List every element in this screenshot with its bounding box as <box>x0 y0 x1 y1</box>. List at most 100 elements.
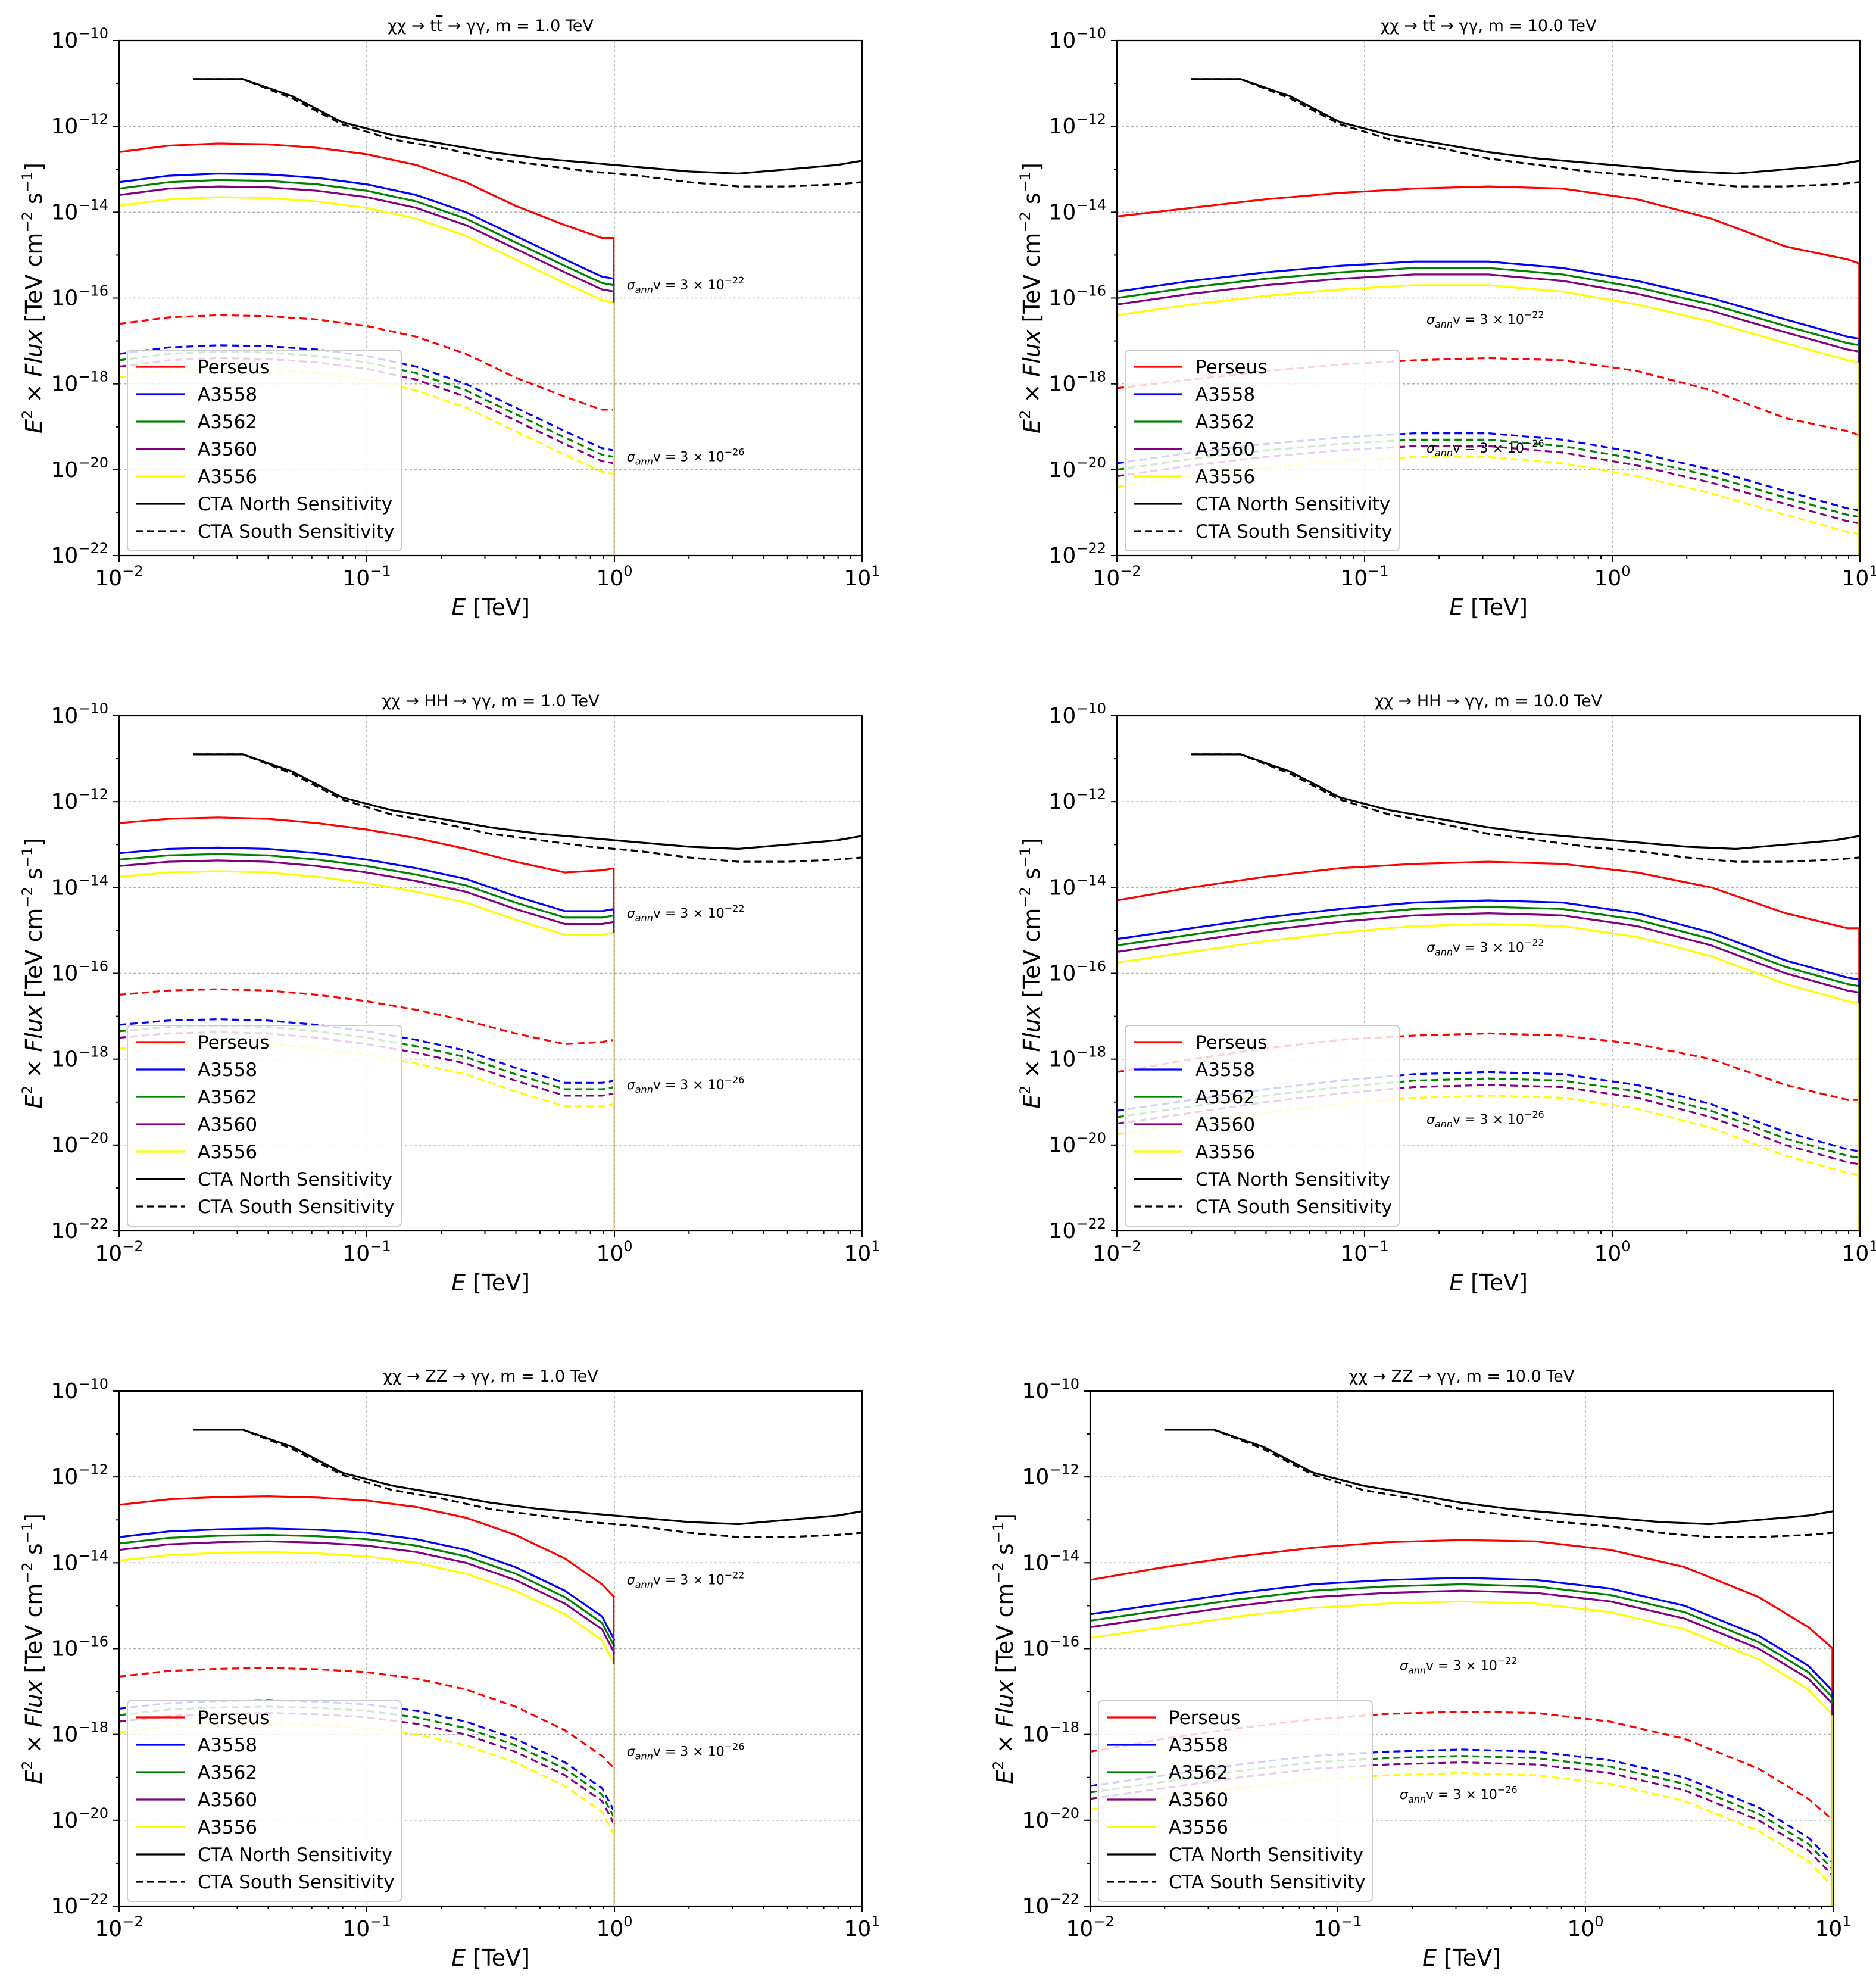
y-tick-label: 10−18 <box>1049 369 1106 397</box>
legend-item: A3558 <box>136 1735 257 1756</box>
legend-item: A3562 <box>136 411 257 433</box>
legend-item: CTA North Sensitivity <box>136 1169 392 1190</box>
y-tick-label: 10−14 <box>1049 197 1106 225</box>
chart-title: χχ → HH → γγ, m = 10.0 TeV <box>1375 692 1603 710</box>
legend-label: CTA South Sensitivity <box>198 521 395 542</box>
series-line-perseus-high <box>1090 1539 1833 1650</box>
cta-south-line <box>193 753 862 863</box>
chart-title: χχ → HH → γγ, m = 1.0 TeV <box>382 692 600 710</box>
legend-label: CTA South Sensitivity <box>1169 1872 1366 1893</box>
legend-label: A3558 <box>198 1735 257 1756</box>
series-line-perseus-high <box>119 142 614 239</box>
y-tick-label: 10−10 <box>1022 1376 1079 1404</box>
x-tick-label: 10−1 <box>342 563 391 591</box>
y-tick-label: 10−22 <box>51 1891 108 1919</box>
legend-label: A3556 <box>1195 466 1255 488</box>
y-tick-label: 10−20 <box>51 1130 108 1158</box>
x-tick-label: 100 <box>596 563 632 591</box>
series-line-a3560-high <box>119 1540 616 1654</box>
y-ticks: 10−10 10−12 10−14 10−16 10−18 10−20 10−22 <box>1049 25 1117 568</box>
legend-label: A3560 <box>198 1114 257 1136</box>
legend-label: A3562 <box>198 411 257 433</box>
y-tick-label: 10−18 <box>51 369 108 397</box>
cta-north-line <box>193 78 862 175</box>
annotation-high-cross-section: σannv = 3 × 10−22 <box>1426 309 1544 330</box>
legend-item: A3562 <box>136 1762 257 1784</box>
y-tick-label: 10−20 <box>51 454 108 482</box>
y-tick-label: 10−16 <box>1049 283 1106 311</box>
series-line-a3558-high <box>1117 260 1860 340</box>
series-line-perseus-low <box>119 988 615 1045</box>
legend-label: CTA North Sensitivity <box>1195 494 1390 515</box>
legend-item: CTA North Sensitivity <box>136 494 392 515</box>
legend-label: A3558 <box>1169 1735 1228 1756</box>
chart-title: χχ → tt → γγ, m = 1.0 TeV <box>388 17 594 35</box>
legend-item: CTA North Sensitivity <box>1134 494 1390 515</box>
series-line-a3556-high <box>1117 923 1860 1005</box>
x-tick-label: 10−2 <box>1092 1238 1141 1266</box>
y-tick-label: 10−10 <box>51 1376 108 1404</box>
chart-panel-5: 10−2 10−1 100 10110−1010−1210−1410−1610−181… <box>19 1367 881 1971</box>
y-tick-label: 10−12 <box>51 111 108 139</box>
y-tick-label: 10−16 <box>51 283 108 311</box>
x-ticks: 10−2 10−1 100 101 <box>1092 556 1876 591</box>
y-tick-label: 10−14 <box>51 872 108 900</box>
x-tick-label: 100 <box>596 1913 632 1941</box>
x-tick-label: 101 <box>844 563 880 591</box>
y-ticks: 10−10 10−12 10−14 10−16 10−18 10−20 10−22 <box>1049 700 1117 1243</box>
x-axis-label: E [TeV] <box>451 594 530 621</box>
y-tick-label: 10−16 <box>1049 958 1106 986</box>
legend-item: CTA South Sensitivity <box>1134 1196 1393 1218</box>
y-ticks: 10−10 10−12 10−14 10−16 10−18 10−20 10−22 <box>51 1376 119 1919</box>
x-tick-label: 101 <box>1841 1238 1876 1266</box>
legend-item: A3558 <box>1134 384 1255 406</box>
x-ticks: 10−2 10−1 100 101 <box>1066 1906 1852 1941</box>
legend-box <box>1125 350 1400 551</box>
legend-label: A3560 <box>1195 439 1255 460</box>
legend-item: CTA South Sensitivity <box>136 1196 395 1218</box>
series-line-a3558-high <box>1090 1577 1833 1692</box>
series-line-a3556-high <box>119 1551 616 1664</box>
series-line-a3556-high <box>1090 1600 1833 1716</box>
legend: Perseus A3558 A3562 A3560 A3556 CTA North Sen… <box>1098 1700 1373 1902</box>
legend-label: Perseus <box>198 1032 269 1053</box>
legend-label: Perseus <box>1195 1032 1267 1053</box>
chart-title: χχ → ZZ → γγ, m = 1.0 TeV <box>383 1367 598 1386</box>
y-tick-label: 10−14 <box>51 1547 108 1575</box>
chart-title: χχ → ZZ → γγ, m = 10.0 TeV <box>1349 1367 1575 1386</box>
series-line-a3556-high <box>119 870 615 936</box>
series-line-perseus-high <box>1117 860 1860 930</box>
x-axis-label: E [TeV] <box>451 1270 530 1296</box>
chart-title: χχ → tt → γγ, m = 10.0 TeV <box>1381 17 1597 35</box>
y-tick-label: 10−20 <box>1049 454 1106 482</box>
x-tick-label: 10−2 <box>95 1913 143 1941</box>
cta-south-line <box>1191 78 1860 188</box>
legend-item: A3556 <box>136 1817 257 1838</box>
legend-box <box>127 1025 402 1227</box>
x-tick-label: 10−1 <box>1340 1238 1388 1266</box>
y-axis-label: E2 × Flux [TeV cm−2 s−1] <box>1017 163 1045 434</box>
y-tick-label: 10−10 <box>51 25 108 53</box>
annotation-low-cross-section: σannv = 3 × 10−26 <box>1400 1784 1518 1805</box>
series-line-perseus-high <box>119 816 615 874</box>
y-tick-label: 10−20 <box>51 1805 108 1833</box>
legend-item: A3558 <box>136 1059 257 1081</box>
legend-item: A3560 <box>136 1114 257 1136</box>
legend-label: A3556 <box>198 466 257 488</box>
legend-item: A3558 <box>136 384 257 406</box>
series-line-a3558-high <box>119 172 615 280</box>
cta-south-line <box>193 78 862 188</box>
x-ticks: 10−2 10−1 100 101 <box>95 1906 881 1941</box>
series-line-a3560-high <box>1117 273 1860 353</box>
legend-label: A3562 <box>198 1762 257 1784</box>
legend: Perseus A3558 A3562 A3560 A3556 CTA North Sen… <box>1125 350 1400 551</box>
x-ticks: 10−2 10−1 100 101 <box>95 1231 881 1266</box>
legend-label: CTA North Sensitivity <box>198 1844 392 1866</box>
series-line-perseus-low <box>119 314 614 411</box>
legend-item: A3558 <box>1134 1059 1255 1081</box>
legend-label: A3560 <box>1195 1114 1255 1136</box>
legend-label: A3558 <box>198 384 257 406</box>
legend-item: Perseus <box>136 357 269 378</box>
annotation-low-cross-section: σannv = 3 × 10−26 <box>627 1074 745 1095</box>
